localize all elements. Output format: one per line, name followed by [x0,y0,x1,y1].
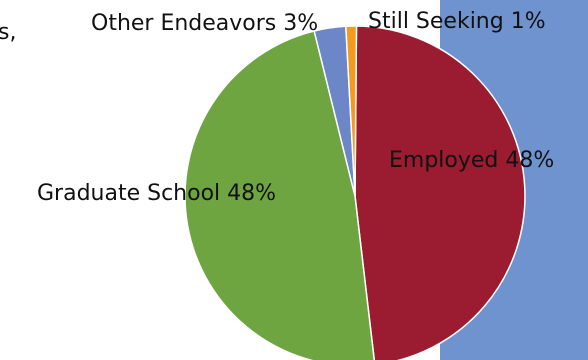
truncated-text-fragment: s, [0,20,17,45]
slice-label-other-endeavors: Other Endeavors 3% [91,11,318,36]
pie-slice-still-seeking [345,25,358,197]
pie-slice-graduate-school [184,30,376,360]
pie-slice-employed [354,25,526,360]
pie-labels: Employed 48% Graduate School 48% Other End… [37,9,554,206]
pie-slices [184,25,526,360]
slice-label-graduate-school: Graduate School 48% [37,181,276,206]
slice-label-still-seeking: Still Seeking 1% [368,9,546,34]
slice-label-employed: Employed 48% [389,148,554,173]
